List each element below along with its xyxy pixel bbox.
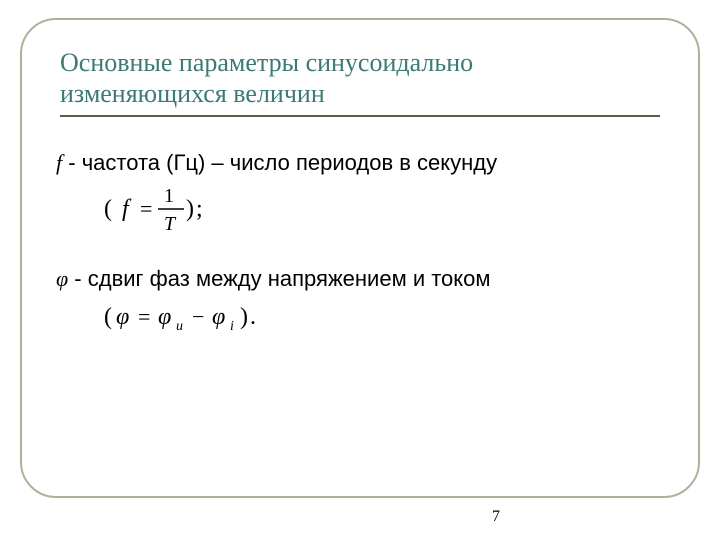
psub1: u: [176, 319, 183, 334]
page-number: 7: [492, 508, 500, 526]
pvar-phi: φ: [116, 304, 129, 330]
dash-2: -: [68, 266, 88, 291]
fvar-f: f: [122, 196, 132, 222]
definition-frequency: f - частота (Гц) – число периодов в секу…: [56, 150, 666, 176]
fparen-open: (: [104, 196, 112, 222]
fden: T: [164, 213, 177, 235]
formula-frequency: ( f = 1 T ) ;: [104, 182, 666, 238]
psub2: i: [230, 319, 234, 334]
title-rule: [60, 115, 660, 117]
fequals: =: [140, 196, 152, 221]
text-phase: сдвиг фаз между напряжением и током: [88, 266, 491, 291]
formula-phase: ( φ = φ u − φ i ) .: [104, 298, 666, 338]
pequals: =: [138, 304, 150, 329]
slide-title: Основные параметры синусоидально изменяю…: [60, 48, 660, 109]
pterm1: φ: [158, 304, 171, 330]
slide: Основные параметры синусоидально изменяю…: [0, 0, 720, 540]
text-frequency: частота (Гц) – число периодов в секунду: [82, 150, 497, 175]
pminus: −: [192, 304, 204, 329]
symbol-phi: φ: [56, 266, 68, 291]
body-content: f - частота (Гц) – число периодов в секу…: [56, 150, 666, 366]
pterm-dot: .: [250, 304, 256, 330]
fparen-close: ): [186, 196, 194, 222]
fterm: ;: [196, 196, 203, 222]
definition-phase: φ - сдвиг фаз между напряжением и током: [56, 266, 666, 292]
title-line-2: изменяющихся величин: [60, 79, 325, 108]
fnum: 1: [164, 185, 174, 207]
pparen-open: (: [104, 304, 112, 330]
dash-1: -: [62, 150, 82, 175]
title-line-1: Основные параметры синусоидально: [60, 48, 473, 77]
title-block: Основные параметры синусоидально изменяю…: [60, 48, 660, 117]
pparen-close: ): [240, 304, 248, 330]
pterm2: φ: [212, 304, 225, 330]
